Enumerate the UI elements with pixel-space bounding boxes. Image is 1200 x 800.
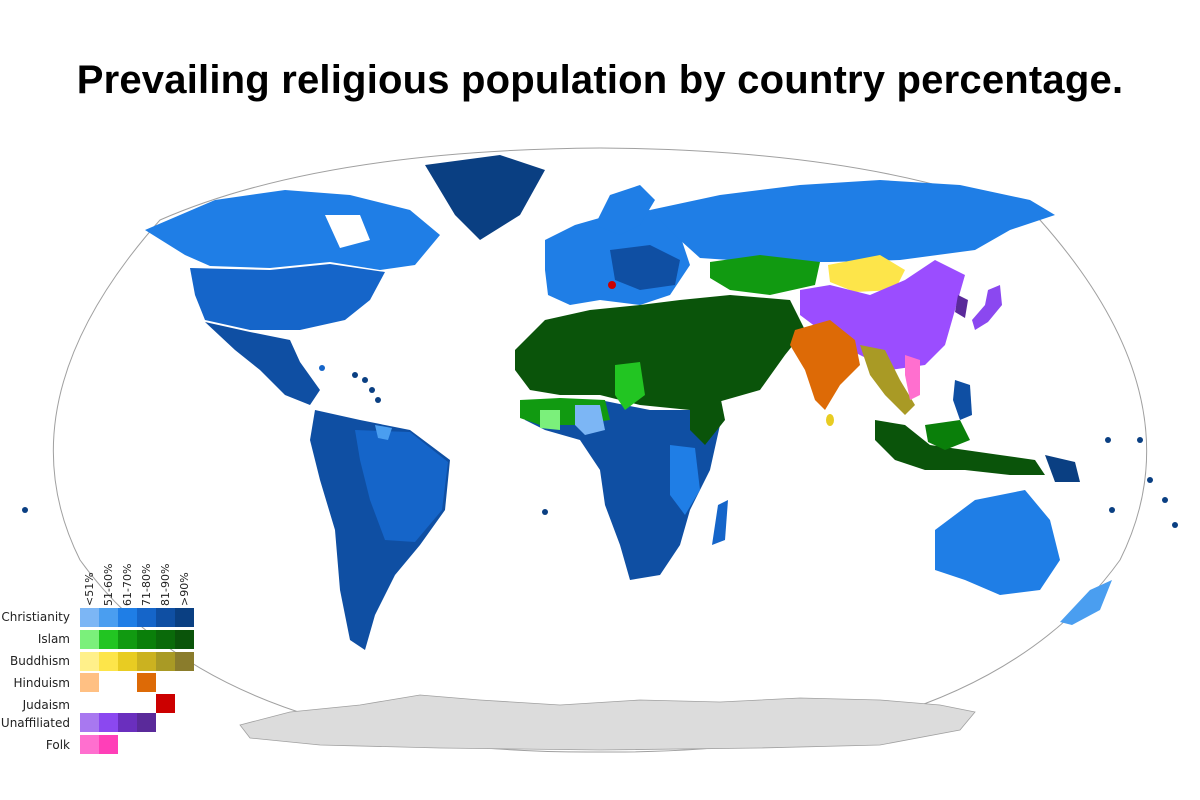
legend-col-label: <51% <box>83 572 96 606</box>
east-africa <box>670 445 700 515</box>
chad-islam <box>615 362 645 410</box>
legend-row-label: Buddhism <box>10 654 70 668</box>
russia <box>650 180 1055 262</box>
india <box>790 320 860 410</box>
southeast-asia <box>860 345 915 415</box>
legend-swatch-unaffiliated-2 <box>118 713 137 732</box>
new-zealand <box>1060 580 1112 625</box>
legend-swatch-unaffiliated-3 <box>137 713 156 732</box>
legend-swatch-judaism-4 <box>156 694 175 713</box>
north-africa-middle-east <box>515 295 805 410</box>
brazil <box>355 430 448 542</box>
philippines <box>953 380 972 420</box>
australia <box>935 490 1060 595</box>
legend-swatch-hinduism-3 <box>137 673 156 692</box>
legend-row-label: Folk <box>45 738 70 752</box>
legend-swatch-buddhism-5 <box>175 652 194 671</box>
central-africa-light <box>575 405 605 435</box>
madagascar <box>712 500 728 545</box>
legend-col-label: 61-70% <box>121 563 134 606</box>
legend-swatch-buddhism-2 <box>118 652 137 671</box>
legend-swatch-christianity-0 <box>80 608 99 627</box>
antarctica <box>239 694 976 751</box>
legend-swatch-buddhism-1 <box>99 652 118 671</box>
legend-row-label: Islam <box>37 632 70 646</box>
legend-swatch-christianity-4 <box>156 608 175 627</box>
horn-of-africa <box>690 395 725 445</box>
papua-new-guinea <box>1045 455 1080 482</box>
legend-swatch-islam-2 <box>118 630 137 649</box>
legend-swatch-christianity-1 <box>99 608 118 627</box>
legend-swatch-islam-0 <box>80 630 99 649</box>
legend-swatch-islam-4 <box>156 630 175 649</box>
canada <box>145 190 440 270</box>
japan <box>972 285 1002 330</box>
legend-row-label: Hinduism <box>13 676 70 690</box>
legend-row-label: Unaffiliated <box>0 716 70 730</box>
legend-swatch-christianity-5 <box>175 608 194 627</box>
vietnam <box>905 355 920 400</box>
mexico <box>205 322 320 405</box>
eastern-europe <box>610 245 680 290</box>
legend-swatch-buddhism-3 <box>137 652 156 671</box>
legend-col-label: 81-90% <box>159 563 172 606</box>
legend-row-label: Christianity <box>1 610 70 624</box>
legend-col-label: >90% <box>178 572 191 606</box>
legend-row-label: Judaism <box>22 698 70 712</box>
legend-swatch-buddhism-0 <box>80 652 99 671</box>
legend-swatch-islam-1 <box>99 630 118 649</box>
korea <box>955 295 968 318</box>
borneo <box>925 420 970 450</box>
united-states <box>190 264 385 330</box>
scandinavia <box>595 185 655 235</box>
legend-swatch-hinduism-0 <box>80 673 99 692</box>
hudson-bay <box>325 215 370 248</box>
mongolia <box>828 255 905 292</box>
legend-col-label: 71-80% <box>140 563 153 606</box>
legend-swatch-islam-3 <box>137 630 156 649</box>
west-africa-light <box>540 410 560 430</box>
legend-swatch-buddhism-4 <box>156 652 175 671</box>
guianas <box>375 425 392 440</box>
legend-swatch-unaffiliated-1 <box>99 713 118 732</box>
indonesia <box>875 420 1045 475</box>
legend-swatch-christianity-2 <box>118 608 137 627</box>
greenland <box>425 155 545 240</box>
page-title: Prevailing religious population by count… <box>76 58 1124 102</box>
legend-swatch-islam-5 <box>175 630 194 649</box>
legend-swatches <box>80 608 194 754</box>
central-asia <box>710 255 820 295</box>
legend-swatch-christianity-3 <box>137 608 156 627</box>
legend-swatch-folk-0 <box>80 735 99 754</box>
legend-col-label: 51-60% <box>102 563 115 606</box>
legend-swatch-folk-1 <box>99 735 118 754</box>
legend-swatch-unaffiliated-0 <box>80 713 99 732</box>
